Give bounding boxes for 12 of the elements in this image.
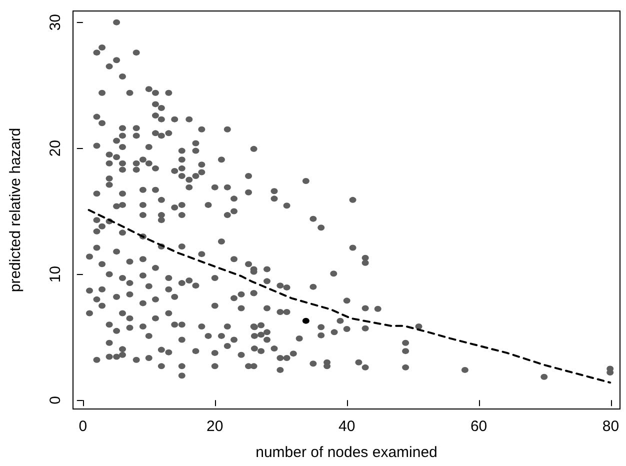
x-tick-label: 80 [602,418,620,435]
x-axis-title: number of nodes examined [256,444,438,461]
x-tick-label: 20 [206,418,224,435]
y-tick-label: 0 [47,396,64,404]
y-tick-label: 20 [47,140,64,157]
x-tick-label: 60 [470,418,488,435]
x-tick-label: 40 [338,418,356,435]
y-tick-label: 10 [47,266,64,283]
line-series [88,209,612,384]
x-tick-label: 0 [78,418,88,435]
y-axis-title: predicted relative hazard [7,128,24,292]
y-tick-label: 30 [47,14,64,31]
